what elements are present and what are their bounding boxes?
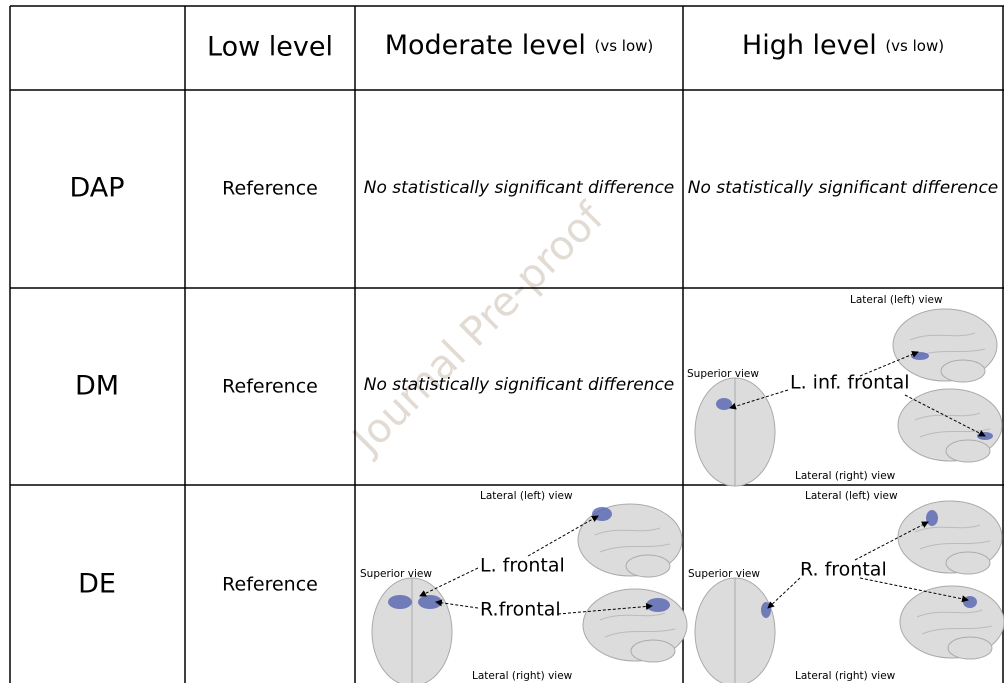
row-label: DM [75,371,119,402]
table-grid [10,6,1004,683]
cell-text: Reference [222,376,318,398]
row-label: DE [78,569,116,600]
brain-figure [695,309,1002,486]
watermark: Journal Pre-proof [342,194,613,465]
header-title: High level [742,30,877,61]
row-label: DAP [69,173,124,204]
view-label: Lateral (right) view [472,670,573,682]
brain-figure [372,504,687,683]
region-label: R.frontal [480,599,561,621]
region-label: L. frontal [480,555,565,577]
view-label: Superior view [688,568,760,580]
view-label: Lateral (left) view [805,490,898,502]
region-label: R. frontal [800,559,887,581]
view-label: Lateral (right) view [795,670,896,682]
view-label: Superior view [687,368,759,380]
cell-text: No statistically significant difference [364,178,675,198]
header-cell: Moderate level (vs low) [385,30,654,61]
header-cell: Low level [207,32,333,63]
view-label: Lateral (right) view [795,470,896,482]
header-note: (vs low) [885,37,944,55]
header-cell: High level (vs low) [742,30,944,61]
cell-text: Reference [222,574,318,596]
view-label: Lateral (left) view [480,490,573,502]
region-label: L. inf. frontal [790,372,910,394]
view-label: Superior view [360,568,432,580]
cell-text: No statistically significant difference [364,375,675,395]
cell-text: Reference [222,178,318,200]
brain-figure [695,501,1004,683]
cell-text: No statistically significant difference [688,178,999,198]
header-title: Moderate level [385,30,586,61]
header-note: (vs low) [595,37,654,55]
figure-table: Journal Pre-proof Low level Moderate lev… [0,0,1004,683]
view-label: Lateral (left) view [850,294,943,306]
